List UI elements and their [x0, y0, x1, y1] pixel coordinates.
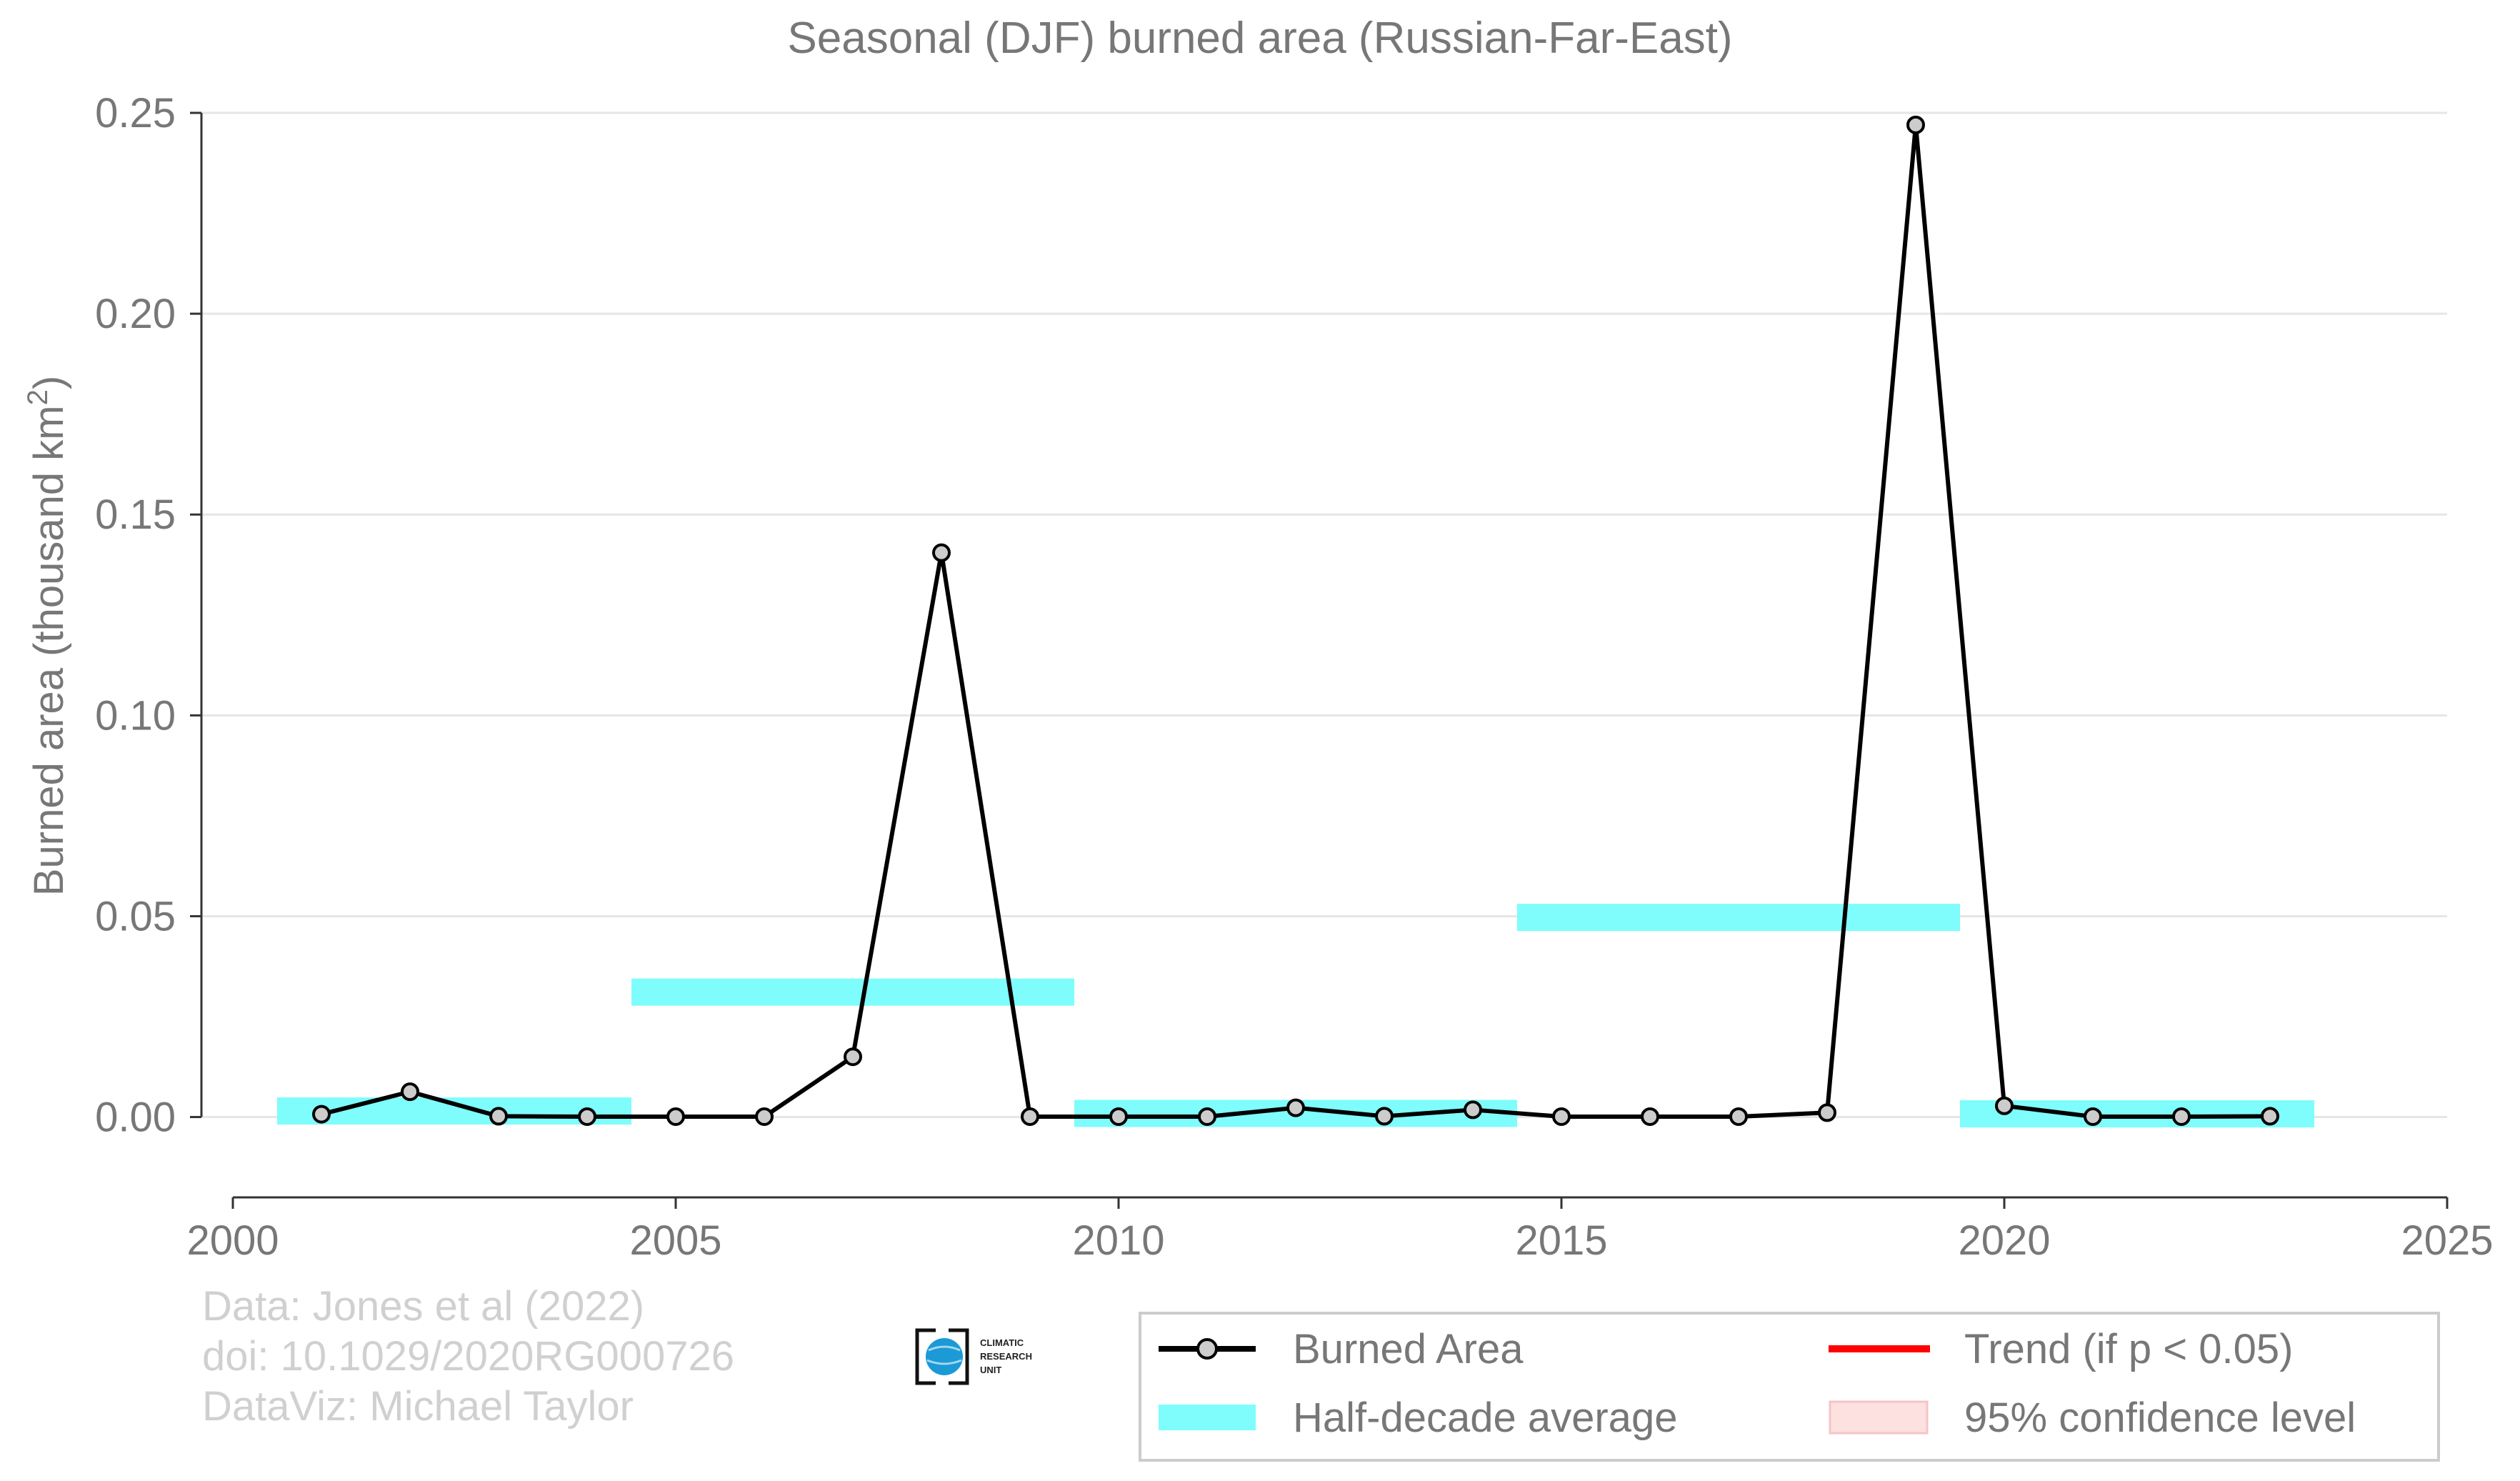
burned-area-point [2172, 1107, 2191, 1126]
burned-area-point [1906, 115, 1925, 134]
burned-area-point [2261, 1107, 2279, 1126]
legend-box [1139, 1312, 2440, 1462]
burned-area-point [1375, 1107, 1394, 1126]
x-tick-label: 2015 [1515, 1217, 1607, 1264]
burned-area-point [489, 1107, 508, 1126]
gridlines [201, 111, 2447, 1119]
burned-area-point [1198, 1107, 1216, 1126]
burned-area-point [312, 1104, 331, 1124]
legend-confidence-swatch-icon [1829, 1400, 1929, 1435]
burned-area-point [578, 1107, 596, 1126]
burned-area-line [321, 122, 2271, 1119]
y-tick-label: 0.20 [95, 291, 176, 337]
legend-entry-burned-area: Burned Area [1159, 1326, 1524, 1372]
burned-area-point [755, 1107, 774, 1126]
burned-area-point [1021, 1107, 1039, 1126]
x-tick-label: 2020 [1958, 1217, 2050, 1264]
burned-area-point [1641, 1107, 1659, 1126]
legend-entry-half-decade: Half-decade average [1159, 1395, 1677, 1441]
credit-data-source: Data: Jones et al (2022) [202, 1283, 644, 1330]
credit-doi: doi: 10.1029/2020RG000726 [202, 1333, 734, 1380]
burned-area-point [1552, 1107, 1571, 1126]
x-tick-label: 2000 [186, 1217, 279, 1264]
logo-globe-icon [926, 1338, 963, 1375]
burned-area-point [1109, 1107, 1128, 1126]
burned-area-point [401, 1082, 419, 1102]
half-decade-average-bar [631, 978, 1074, 1006]
burned-area-point [844, 1047, 862, 1067]
burned-area-point [666, 1107, 685, 1126]
credit-dataviz: DataViz: Michael Taylor [202, 1383, 634, 1430]
logo-bracket-left-icon [915, 1328, 936, 1385]
logo-text-climatic: CLIMATIC [980, 1337, 1024, 1348]
burned-area-point [932, 543, 951, 562]
legend-label-burned-area: Burned Area [1293, 1326, 1524, 1372]
burned-area-point [1729, 1107, 1748, 1126]
burned-area-point [1464, 1100, 1482, 1120]
burned-area-series [312, 115, 2279, 1126]
burned-area-point [1818, 1103, 1836, 1122]
burned-area-point [1995, 1096, 2014, 1115]
x-tick-label: 2025 [2401, 1217, 2493, 1264]
y-tick-label: 0.15 [95, 492, 176, 538]
half-decade-average-bar [1517, 904, 1960, 932]
cru-logo: CLIMATIC RESEARCH UNIT [915, 1328, 1032, 1385]
logo-text-unit: UNIT [980, 1365, 1001, 1375]
chart-title: Seasonal (DJF) burned area (Russian-Far-… [787, 14, 1732, 63]
legend-entry-confidence: 95% confidence level [1829, 1395, 2356, 1441]
legend-label-confidence: 95% confidence level [1964, 1395, 2356, 1441]
y-tick-label: 0.25 [95, 90, 176, 136]
burned-area-point [2084, 1107, 2102, 1126]
legend-half-decade-swatch-icon [1159, 1405, 1256, 1430]
legend-label-half-decade: Half-decade average [1293, 1395, 1677, 1441]
half-decade-average-bars [277, 904, 2314, 1128]
x-tick-label: 2005 [629, 1217, 721, 1264]
logo-bracket-right-icon [949, 1328, 969, 1385]
legend-entry-trend: Trend (if p < 0.05) [1829, 1326, 2293, 1372]
legend-label-trend: Trend (if p < 0.05) [1964, 1326, 2293, 1372]
y-tick-label: 0.00 [95, 1094, 176, 1141]
x-tick-label: 2010 [1072, 1217, 1164, 1264]
y-axis-title: Burned area (thousand km2) [22, 376, 72, 896]
y-tick-label: 0.05 [95, 893, 176, 939]
half-decade-average-bar [1960, 1100, 2314, 1128]
legend: Burned Area Trend (if p < 0.05) Half-dec… [1139, 1312, 2440, 1462]
axes: 0.00 0.05 0.10 0.15 0.20 0.25 2000 2005 2010 2015… [95, 90, 2493, 1264]
logo-text-research: RESEARCH [980, 1351, 1032, 1362]
legend-burned-area-marker-icon [1196, 1338, 1218, 1360]
burned-area-point [1286, 1098, 1305, 1117]
y-tick-label: 0.10 [95, 692, 176, 739]
